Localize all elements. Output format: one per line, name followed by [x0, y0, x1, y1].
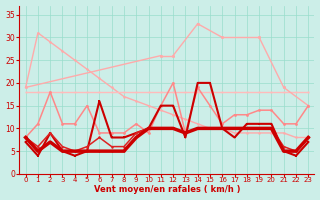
X-axis label: Vent moyen/en rafales ( km/h ): Vent moyen/en rafales ( km/h ) [94, 185, 240, 194]
